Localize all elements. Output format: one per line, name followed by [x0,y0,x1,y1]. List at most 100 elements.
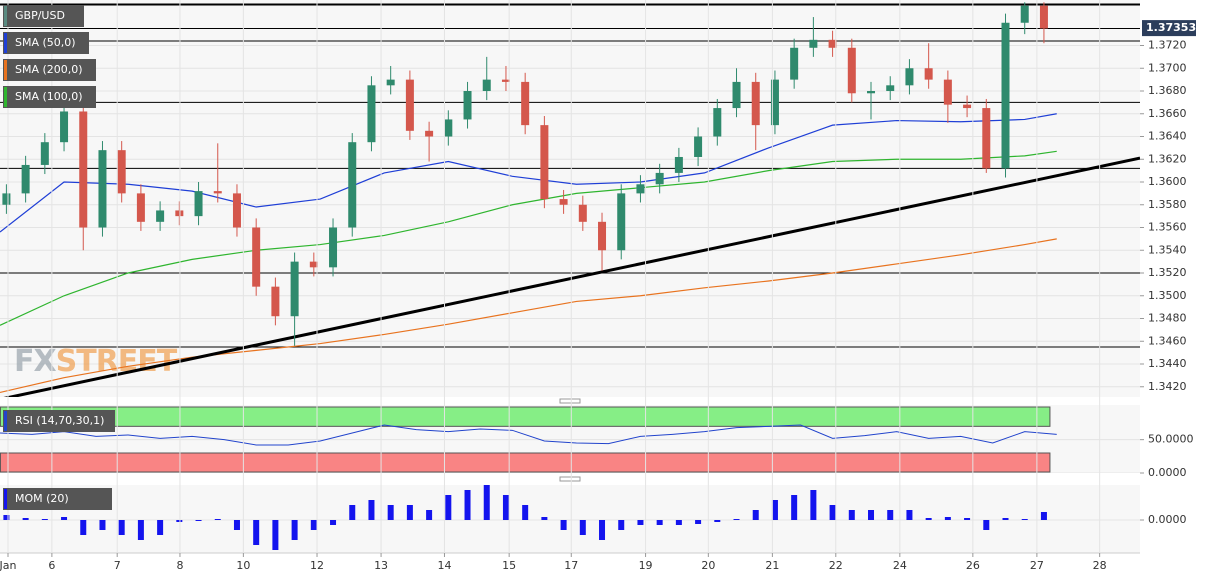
legend-box [3,59,96,81]
sma-line [0,238,1057,394]
x-tick-label: 14 [437,559,451,572]
legend-swatch [4,60,7,80]
legend-box [3,410,115,432]
mom-bar [445,495,452,520]
mom-bar [579,520,586,535]
x-tick-label: 24 [893,559,907,572]
candle-body [674,156,683,173]
legend-label: RSI (14,70,30,1) [15,414,104,427]
candle-body [2,193,11,205]
legend-swatch [4,489,7,509]
mom-bar [426,510,433,520]
mom-bar [887,510,894,520]
mom-bar [906,510,913,520]
y-tick-label: 1.3440 [1148,357,1187,370]
mom-bar [387,505,394,520]
x-tick-label: 7 [114,559,121,572]
panel-handle [559,476,581,482]
mom-bar [1002,518,1009,520]
mom-bar [675,520,682,525]
y-tick-label: 50.0000 [1148,433,1194,446]
candle-body [982,108,991,169]
mom-bar [272,520,279,550]
legend-swatch [4,411,7,431]
candle-body [867,91,876,94]
candle-body [194,191,203,217]
candle-body [617,193,626,251]
x-tick-label: 12 [310,559,324,572]
candle-body [40,142,49,165]
x-tick-label: 8 [176,559,183,572]
y-tick-label: 1.3540 [1148,243,1187,256]
candle-body [1039,5,1048,29]
candle-body [847,47,856,94]
candle-body [252,227,261,287]
candle-body [175,210,184,217]
candle-body [886,85,895,92]
candle-body [790,47,799,80]
mom-bar [176,520,183,522]
x-tick-label: 10 [236,559,250,572]
mom-bar [310,520,317,530]
legend-box [3,488,112,510]
mom-bar [137,520,144,540]
candle-body [117,150,126,194]
x-tick-label: 13 [374,559,388,572]
mom-bar [1021,519,1028,520]
y-tick-label: 1.3620 [1148,152,1187,165]
candle-body [463,91,472,120]
mom-bar [656,520,663,525]
trendline [3,156,1140,397]
x-tick-label: 17 [564,559,578,572]
mom-bar [253,520,260,545]
x-tick-label: 19 [639,559,653,572]
candle-body [482,79,491,92]
oversold-zone [0,452,1051,473]
candle-body [348,142,357,228]
x-tick-label: 26 [966,559,980,572]
candle-body [290,261,299,317]
mom-bar [522,505,529,520]
mom-bar [368,500,375,520]
mom-bar [483,485,490,520]
y-tick-label: 1.3420 [1148,380,1187,393]
candle-body [636,184,645,194]
rsi-line [0,424,1057,446]
candle-body [732,81,741,109]
mom-bar [80,520,87,535]
panel-handle [559,398,581,404]
mom-bar [22,518,29,520]
candle-body [559,199,568,205]
y-tick-label: 1.3480 [1148,312,1187,325]
candle-body [770,79,779,126]
legend-box [3,5,84,27]
legend-label: GBP/USD [15,9,65,22]
legend-label: SMA (100,0) [15,90,83,103]
candle-body [386,79,395,86]
candle-body [271,286,280,317]
x-tick-label: Jan [0,559,17,572]
mom-bar [944,517,951,520]
candle-body [694,136,703,157]
mom-bar [349,505,356,520]
candle-body [809,39,818,48]
y-tick-label: 0.0000 [1148,513,1187,526]
candle-body [425,130,434,137]
mom-bar [733,519,740,520]
candle-body [655,172,664,185]
candle-body [309,261,318,268]
candle-body [943,79,952,105]
y-tick-label: 1.3580 [1148,198,1187,211]
legend-swatch [4,87,7,107]
last-price-tag [1142,20,1196,37]
mom-bar [233,520,240,530]
y-tick-label: 1.3460 [1148,334,1187,347]
candle-body [501,79,510,82]
mom-bar [291,520,298,540]
candle-body [213,191,222,194]
x-tick-label: 21 [765,559,779,572]
candle-body [405,79,414,131]
candle-body [367,85,376,143]
last-price-label: 1.37353 [1146,21,1196,34]
